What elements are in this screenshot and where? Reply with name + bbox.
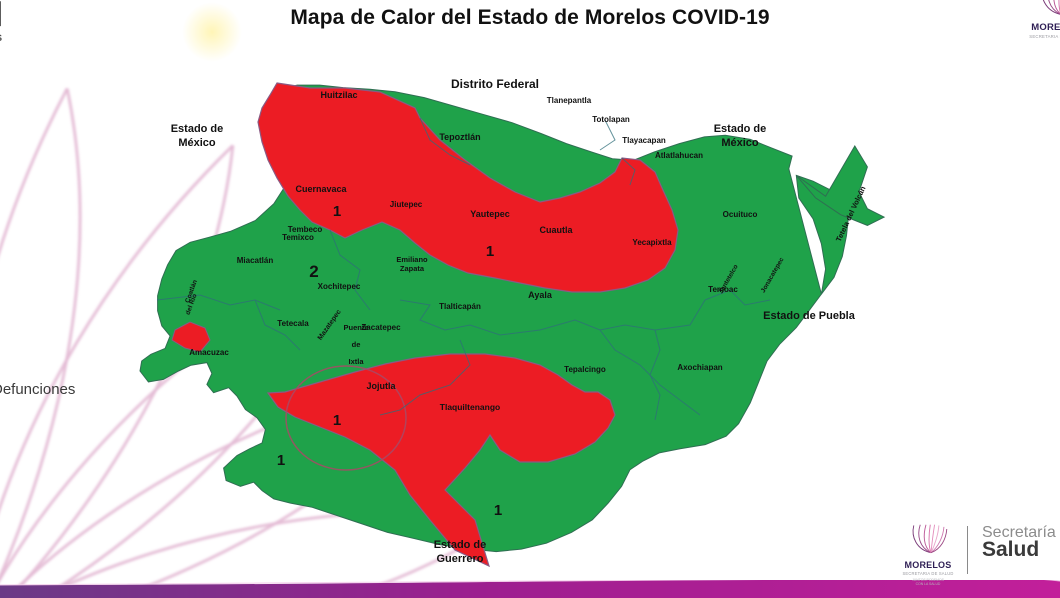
svg-text:Tlaquiltenango: Tlaquiltenango	[440, 402, 500, 412]
svg-text:Ayala: Ayala	[528, 290, 553, 300]
svg-text:Temoac: Temoac	[708, 285, 738, 294]
svg-text:Tlalticapán: Tlalticapán	[439, 302, 481, 311]
svg-text:Tembeco: Tembeco	[288, 225, 323, 234]
svg-text:Amacuzac: Amacuzac	[189, 348, 229, 357]
svg-text:Temixco: Temixco	[282, 233, 314, 242]
svg-text:Estado de: Estado de	[714, 123, 767, 135]
svg-text:1: 1	[494, 502, 502, 519]
svg-text:México: México	[178, 137, 216, 149]
svg-text:1: 1	[486, 243, 494, 260]
svg-text:Ixtla: Ixtla	[348, 357, 364, 366]
svg-text:Estado de Puebla: Estado de Puebla	[763, 310, 856, 322]
svg-text:Yautepec: Yautepec	[470, 209, 510, 219]
svg-text:Atlatlahucan: Atlatlahucan	[655, 151, 703, 160]
svg-text:1: 1	[333, 412, 341, 429]
svg-text:México: México	[721, 137, 759, 149]
svg-text:Puente: Puente	[343, 323, 368, 332]
svg-text:Totolapan: Totolapan	[592, 115, 630, 124]
svg-text:Tepoztlán: Tepoztlán	[439, 132, 480, 142]
svg-text:Huitzilac: Huitzilac	[320, 90, 357, 100]
svg-text:de: de	[352, 340, 361, 349]
svg-text:Guerrero: Guerrero	[436, 553, 483, 565]
svg-text:Xochitepec: Xochitepec	[318, 282, 361, 291]
svg-text:Yecapixtla: Yecapixtla	[632, 238, 672, 247]
svg-text:Tetecala: Tetecala	[277, 319, 309, 328]
svg-text:Tlayacapan: Tlayacapan	[622, 136, 666, 145]
svg-text:1: 1	[333, 203, 341, 220]
svg-text:Estado de: Estado de	[171, 123, 224, 135]
svg-text:Cuernavaca: Cuernavaca	[295, 184, 347, 194]
svg-text:Tlanepantla: Tlanepantla	[547, 96, 592, 105]
svg-text:Estado de: Estado de	[434, 539, 487, 551]
svg-text:Cuautla: Cuautla	[539, 225, 573, 235]
svg-text:Ocuituco: Ocuituco	[723, 210, 758, 219]
svg-text:1: 1	[277, 452, 285, 469]
svg-text:Jiutepec: Jiutepec	[390, 200, 423, 209]
svg-text:2: 2	[309, 262, 318, 281]
svg-text:Miacatlán: Miacatlán	[237, 256, 274, 265]
svg-text:Zapata: Zapata	[400, 264, 425, 273]
svg-text:Emiliano: Emiliano	[396, 255, 428, 264]
svg-text:Jojutla: Jojutla	[366, 381, 396, 391]
svg-text:Distrito Federal: Distrito Federal	[451, 77, 539, 91]
svg-text:Axochiapan: Axochiapan	[677, 363, 722, 372]
svg-text:Tepalcingo: Tepalcingo	[564, 365, 606, 374]
